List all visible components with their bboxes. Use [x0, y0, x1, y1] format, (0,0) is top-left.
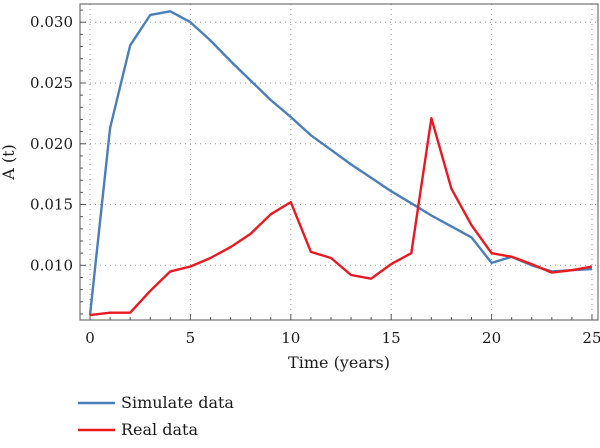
real-data-point: [351, 275, 352, 276]
real-data-point: [491, 253, 492, 254]
real-data-point: [571, 270, 572, 271]
simulate-data-point: [310, 135, 311, 136]
real-data-point: [250, 233, 251, 234]
simulate-data-line: [88, 10, 593, 316]
real-data-point: [90, 315, 91, 316]
simulate-data-point: [230, 61, 231, 62]
x-tick-label: 15: [382, 329, 401, 347]
real-data-point: [591, 266, 592, 267]
real-data-point: [110, 312, 111, 313]
legend: Simulate data Real data: [78, 393, 234, 439]
legend-item-simulate-data: Simulate data: [78, 393, 234, 412]
simulate-data-point: [591, 268, 592, 269]
legend-label: Simulate data: [121, 393, 234, 412]
grid: [80, 4, 598, 320]
y-tick-label: 0.030: [30, 13, 73, 31]
simulate-data-point: [431, 215, 432, 216]
real-data-point: [170, 271, 171, 272]
simulate-data-point: [391, 191, 392, 192]
simulate-data-point: [351, 164, 352, 165]
simulate-data-point: [471, 237, 472, 238]
y-axis-label: A (t): [0, 144, 18, 181]
real-data-point: [411, 253, 412, 254]
real-data-point: [511, 256, 512, 257]
simulate-data-point: [371, 177, 372, 178]
simulate-data-point: [330, 149, 331, 150]
real-data-point: [371, 278, 372, 279]
real-data-point: [531, 264, 532, 265]
simulate-data-point: [411, 203, 412, 204]
x-tick-label: 0: [85, 329, 95, 347]
x-tick-label: 20: [482, 329, 501, 347]
simulate-data-point: [491, 262, 492, 263]
simulate-data-point: [170, 11, 171, 12]
real-data-point: [431, 118, 432, 119]
real-data-point: [190, 266, 191, 267]
real-data-point: [230, 247, 231, 248]
real-data-point: [471, 225, 472, 226]
simulate-data-point: [110, 127, 111, 128]
real-data-point: [150, 290, 151, 291]
real-data-point: [391, 264, 392, 265]
simulate-data-point: [250, 80, 251, 81]
y-tick-label: 0.010: [30, 256, 73, 274]
legend-label: Real data: [121, 420, 198, 439]
axis-ticks: 0 5 10 15 20 25 0.010 0.015 0.020 0.025 0.030: [30, 9, 600, 347]
real-data-point: [451, 188, 452, 189]
y-tick-label: 0.015: [30, 196, 73, 214]
real-data-point: [290, 202, 291, 203]
real-data-point: [130, 312, 131, 313]
x-tick-label: 5: [186, 329, 196, 347]
legend-item-real-data: Real data: [78, 420, 198, 439]
simulate-data-point: [210, 40, 211, 41]
real-data-point: [551, 272, 552, 273]
y-tick-label: 0.020: [30, 135, 73, 153]
simulate-data-point: [190, 22, 191, 23]
simulate-data-point: [130, 45, 131, 46]
plot-frame: [79, 3, 599, 321]
simulate-data-point: [150, 14, 151, 15]
real-data-line: [89, 117, 593, 317]
real-data-point: [270, 214, 271, 215]
simulate-data-point: [290, 117, 291, 118]
real-data-point: [210, 258, 211, 259]
simulate-data-point: [451, 226, 452, 227]
series-lines: [88, 10, 593, 317]
x-tick-label: 25: [582, 329, 600, 347]
x-axis-label: Time (years): [288, 353, 390, 372]
real-data-point: [330, 258, 331, 259]
y-tick-label: 0.025: [30, 74, 73, 92]
real-data-point: [310, 251, 311, 252]
simulate-data-point: [270, 100, 271, 101]
x-tick-label: 10: [281, 329, 300, 347]
